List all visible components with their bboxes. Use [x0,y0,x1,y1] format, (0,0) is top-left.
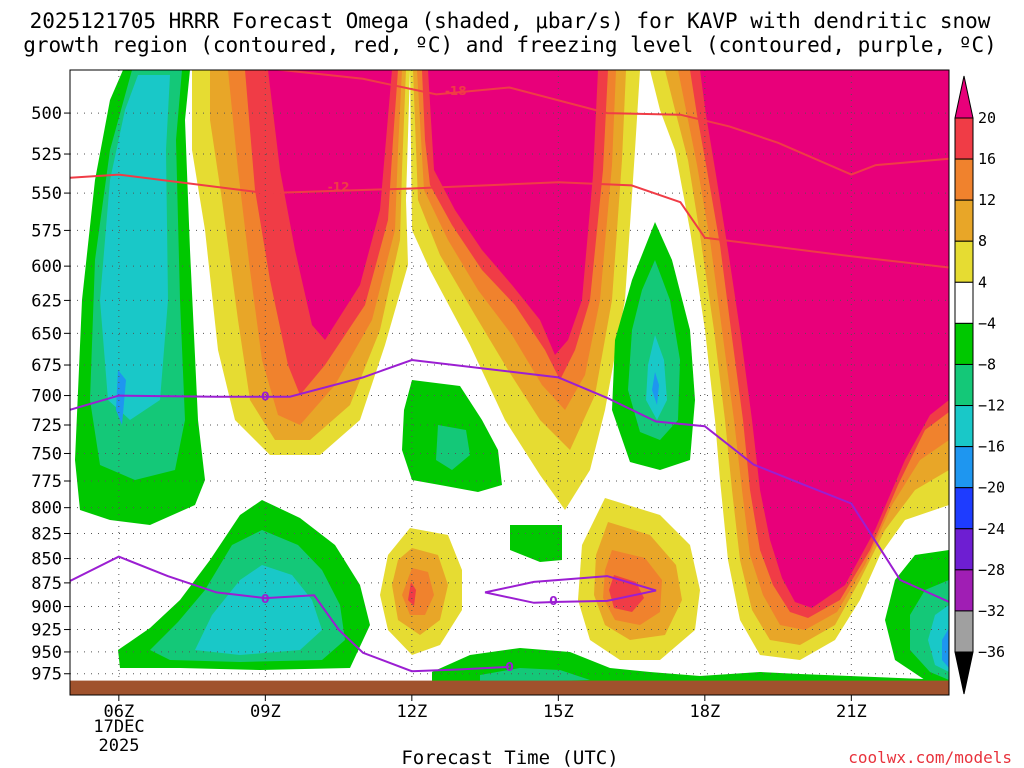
colorbar-label: 8 [978,232,987,250]
x-tick-label: 06Z [103,702,134,722]
y-tick-label: 800 [31,499,62,519]
colorbar-label: 12 [978,191,996,209]
y-axis: 500 525 550 575 600 625 650 675 700 725 750 775 800 8… [31,104,70,685]
colorbar-swatch [954,569,974,612]
omega-band-16-20 [408,582,416,606]
freezing-level-contour-upper [70,358,949,603]
plot-frame [69,69,950,696]
omega-shading [75,70,949,690]
credit-text: coolwx.com/models [848,748,1012,767]
colorbar-swatch [954,363,974,407]
y-tick-label: 625 [31,291,62,311]
freezing-level-contour-lower [70,555,510,673]
dendritic-label-m12: -12 [328,180,350,194]
colorbar-label: −24 [978,520,1005,538]
colorbar-label: −12 [978,397,1005,415]
x-axis-title: Forecast Time (UTC) [401,747,618,768]
colorbar-label: 16 [978,150,996,168]
colorbar-swatch [954,158,974,201]
y-tick-label: 550 [31,184,62,204]
grid-lines [70,70,949,695]
contour-lines: -12 -18 0 0 0 0 [70,70,949,674]
omega-band-12-16 [402,568,434,615]
colorbar-label: −4 [978,314,996,332]
x-tick-label: 21Z [836,702,867,722]
x-tick-label: 12Z [396,702,427,722]
chart-title-line1: 2025121705 HRRR Forecast Omega (shaded, … [30,9,991,33]
omega-band-gt20 [428,70,598,355]
x-tick-label: 18Z [689,702,720,722]
terrain-surface [70,680,949,695]
y-tick-label: 850 [31,550,62,570]
dendritic-contour-m18 [272,70,949,176]
y-tick-label: 600 [31,257,62,277]
colorbar-swatch [954,281,974,324]
colorbar-swatch [954,322,974,365]
dendritic-contour-m12 [70,173,949,269]
x-tick-label: 15Z [543,702,574,722]
y-tick-label: 975 [31,665,62,685]
colorbar-label: −20 [978,479,1005,497]
freezing-level-contour-loop [484,575,657,604]
omega-band-m20-m16 [652,372,659,405]
y-tick-label: 875 [31,574,62,594]
freezing-level-label-lower: 0 [261,592,269,606]
x-tick-label: 09Z [250,702,281,722]
colorbar-bottom-triangle [954,651,974,695]
x-date-label-year: 2025 [99,736,140,756]
y-tick-label: 500 [31,104,62,124]
y-tick-label: 925 [31,621,62,641]
omega-band-gt20 [700,70,949,608]
freezing-level-label-upper: 0 [261,390,269,404]
y-tick-label: 775 [31,472,62,492]
y-tick-label: 525 [31,145,62,165]
y-tick-label: 750 [31,444,62,464]
colorbar-label: 20 [978,109,996,127]
colorbar-top-triangle [954,75,974,119]
omega-band-m20-m16 [942,628,949,668]
omega-band-m20-m16 [116,370,126,425]
omega-band-m12-m8 [480,668,590,683]
colorbar-swatch [954,240,974,283]
freezing-level-label-surface: 0 [505,660,513,674]
colorbar-swatch [954,199,974,242]
colorbar-label: 4 [978,273,987,291]
colorbar-label: −16 [978,438,1005,456]
omega-band-m16-m12 [100,75,170,420]
colorbar-label: −8 [978,355,996,373]
colorbar-swatch [954,610,974,653]
omega-band-m8-m4 [510,525,562,562]
plot-area: -12 -18 0 0 0 0 [70,70,949,695]
x-date-label-day: 17DEC [93,717,144,737]
colorbar-swatch [954,117,974,160]
colorbar-label: −32 [978,602,1005,620]
omega-band-m16-m12 [195,565,322,655]
colorbar-swatch [954,405,974,448]
freezing-level-label-loop: 0 [549,594,557,608]
colorbar-swatch [954,446,974,489]
colorbar-swatch [954,487,974,530]
y-tick-label: 900 [31,598,62,618]
colorbar-label: −28 [978,561,1005,579]
y-tick-label: 700 [31,387,62,407]
chart-title-line2: growth region (contoured, red, ºC) and f… [23,33,997,57]
omega-band-gt20 [268,70,392,340]
colorbar-swatch [954,528,974,571]
dendritic-label-m18: -18 [445,84,467,98]
x-axis: 17DEC 2025 06Z 09Z 12Z 15Z 18Z 21Z [93,695,867,756]
y-tick-label: 650 [31,324,62,344]
colorbar-label: −36 [978,643,1005,661]
y-tick-label: 675 [31,356,62,376]
y-tick-label: 950 [31,643,62,663]
y-tick-label: 725 [31,416,62,436]
omega-band-m12-m8 [436,425,470,470]
y-tick-label: 825 [31,524,62,544]
colorbar: 20 16 12 8 4 −4 −8 −12 −16 −20 −24 −28 −32 −36 [954,75,1005,695]
y-tick-label: 575 [31,221,62,241]
